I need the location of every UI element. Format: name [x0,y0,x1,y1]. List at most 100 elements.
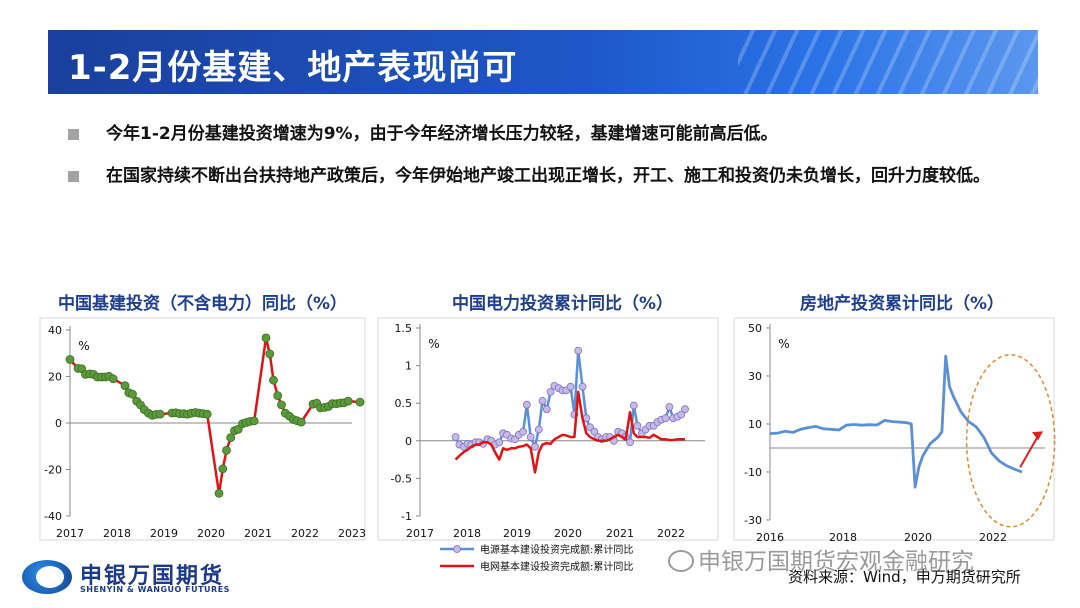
chart1-y-tick-label: -40 [44,510,62,523]
chart1-x-tick-label: 2017 [56,527,84,540]
chart-frame-3 [733,317,1055,541]
chart1-series-1-point [128,389,137,399]
chart1-series-1-point [214,488,224,498]
company-logo: 申银万国期货 SHENYIN & WANGUO FUTURES [22,558,252,600]
chart2-x-tick-label: 2018 [453,527,481,540]
chart1-series-1-point [226,433,236,443]
chart3-title: 房地产投资累计同比（%） [800,294,1005,314]
chart1-series-1-point [155,409,165,419]
bullet-text-1: 今年1-2月份基建投资增速为9%，由于今年经济增长压力较轻，基建增速可能前高后低… [106,124,778,144]
chart1-x-tick-label: 2018 [103,527,131,540]
chart2-x-tick-label: 2017 [406,527,434,540]
logo-english-name: SHENYIN & WANGUO FUTURES [80,585,230,594]
chart2-y-tick-label: 1.5 [395,322,413,335]
chart2-series-2-line [454,390,685,474]
chart3-x-tick-label: 2018 [829,531,857,544]
chart1-y-tick-label: -20 [44,464,62,477]
chart2-series-1-point [546,387,555,396]
watermark-text: 申银万国期货宏观金融研究 [698,549,974,575]
chart2-y-tick-label: 1 [405,360,412,373]
bullet-item-1: 今年1-2月份基建投资增速为9%，由于今年经济增长压力较轻，基建增速可能前高后低… [68,118,1028,150]
chart2-series-1-point [590,427,599,436]
chart3-y-tick-label: 10 [748,418,762,431]
chart2-series-1-point [495,438,504,447]
chart2-x-tick-label: 2020 [554,527,582,540]
wechat-icon [668,550,694,572]
chart2-title: 中国电力投资累计同比（%） [452,294,674,314]
chart1-x-tick-label: 2021 [244,527,272,540]
chart2-series-1-point [629,401,638,410]
chart1-series-1-point [218,464,228,474]
source-note: 资料来源：Wind，申万期货研究所 [788,568,1021,586]
bullet-list: 今年1-2月份基建投资增速为9%，由于今年经济增长压力较轻，基建增速可能前高后低… [68,118,1028,202]
chart2-series-1-point [526,433,535,441]
chart1-unit-label: % [78,339,89,353]
chart2-series-1-point [538,396,547,405]
chart2-x-tick-label: 2021 [606,527,634,540]
chart1-series-1-point [222,445,231,455]
chart1-y-tick-label: 40 [48,324,62,337]
chart3-y-tick-label: -10 [744,466,762,479]
chart1-series-1-point [249,416,259,426]
chart2-series-1-line [454,349,687,449]
chart3-x-tick-label: 2020 [904,531,932,544]
highlight-ellipse [965,354,1056,528]
bullet-text-2: 在国家持续不断出台扶持地产政策后，今年伊始地产竣工出现正增长，开工、施工和投资仍… [106,166,990,186]
chart1-series-1-point [108,374,118,384]
slide-title: 1-2月份基建、地产表现尚可 [68,48,518,88]
chart3-series-1-line [769,354,1023,489]
chart3-y-tick-label: 50 [748,322,762,335]
chart2-series-1-point [542,405,551,414]
chart3-y-tick-label: 30 [748,370,762,383]
chart1-series-1-line [69,336,361,495]
chart1-y-tick-label: 20 [48,371,62,384]
chart-frame-2 [377,317,719,541]
chart1-title: 中国基建投资（不含电力）同比（%） [58,294,348,314]
chart3-x-tick-label: 2016 [756,531,784,544]
chart2-y-tick-label: -1 [401,510,412,523]
chart-frame-1 [39,317,366,541]
chart1-x-tick-label: 2023 [338,527,366,540]
chart2-series-1-point [523,400,531,409]
logo-chinese-name: 申银万国期货 [80,564,225,589]
bullet-item-2: 在国家持续不断出台扶持地产政策后，今年伊始地产竣工出现正增长，开工、施工和投资仍… [68,160,1028,192]
legend-label-2: 电网基本建设投资完成额:累计同比 [480,560,633,573]
chart3-unit-label: % [778,337,789,351]
chart1-series-1-point [277,400,286,410]
legend-marker-1 [453,545,461,553]
trend-arrow-line [1019,433,1040,468]
chart1-series-1-point [343,396,353,406]
chart2-unit-label: % [428,337,439,351]
chart3-x-tick-label: 2022 [979,531,1007,544]
trend-arrow-head [1032,431,1044,441]
chart2-y-tick-label: 0.5 [395,397,413,410]
bullet-square-icon [68,171,79,182]
chart1-series-1-point [120,381,130,391]
chart2-series-1-point [681,405,689,414]
chart2-series-1-point [574,346,583,355]
chart2-series-1-point [633,421,642,430]
chart2-series-1-point [665,403,674,411]
chart1-x-tick-label: 2022 [291,527,319,540]
chart2-series-1-point [566,382,575,391]
chart1-x-tick-label: 2019 [150,527,178,540]
chart1-series-1-point [269,375,278,385]
chart2-series-1-point [677,410,686,419]
chart2-series-1-point [626,438,634,447]
chart1-x-tick-label: 2020 [197,527,225,540]
chart2-series-1-point [531,442,539,451]
chart1-series-1-point [273,391,283,401]
chart1-series-1-point [65,355,75,364]
chart1-series-1-point [265,349,275,359]
chart2-series-1-point [519,427,527,436]
chart2-x-tick-label: 2019 [503,527,531,540]
watermark: 申银万国期货宏观金融研究 [668,542,974,576]
chart1-series-1-point [355,397,365,407]
chart2-series-1-point [534,425,543,434]
chart2-series-1-point [661,414,670,423]
legend-label-1: 电源基本建设投资完成额:累计同比 [480,543,633,556]
title-bar: 1-2月份基建、地产表现尚可 [48,30,1038,94]
logo-emblem-icon [22,560,72,594]
chart1-y-tick-label: 0 [55,417,62,430]
